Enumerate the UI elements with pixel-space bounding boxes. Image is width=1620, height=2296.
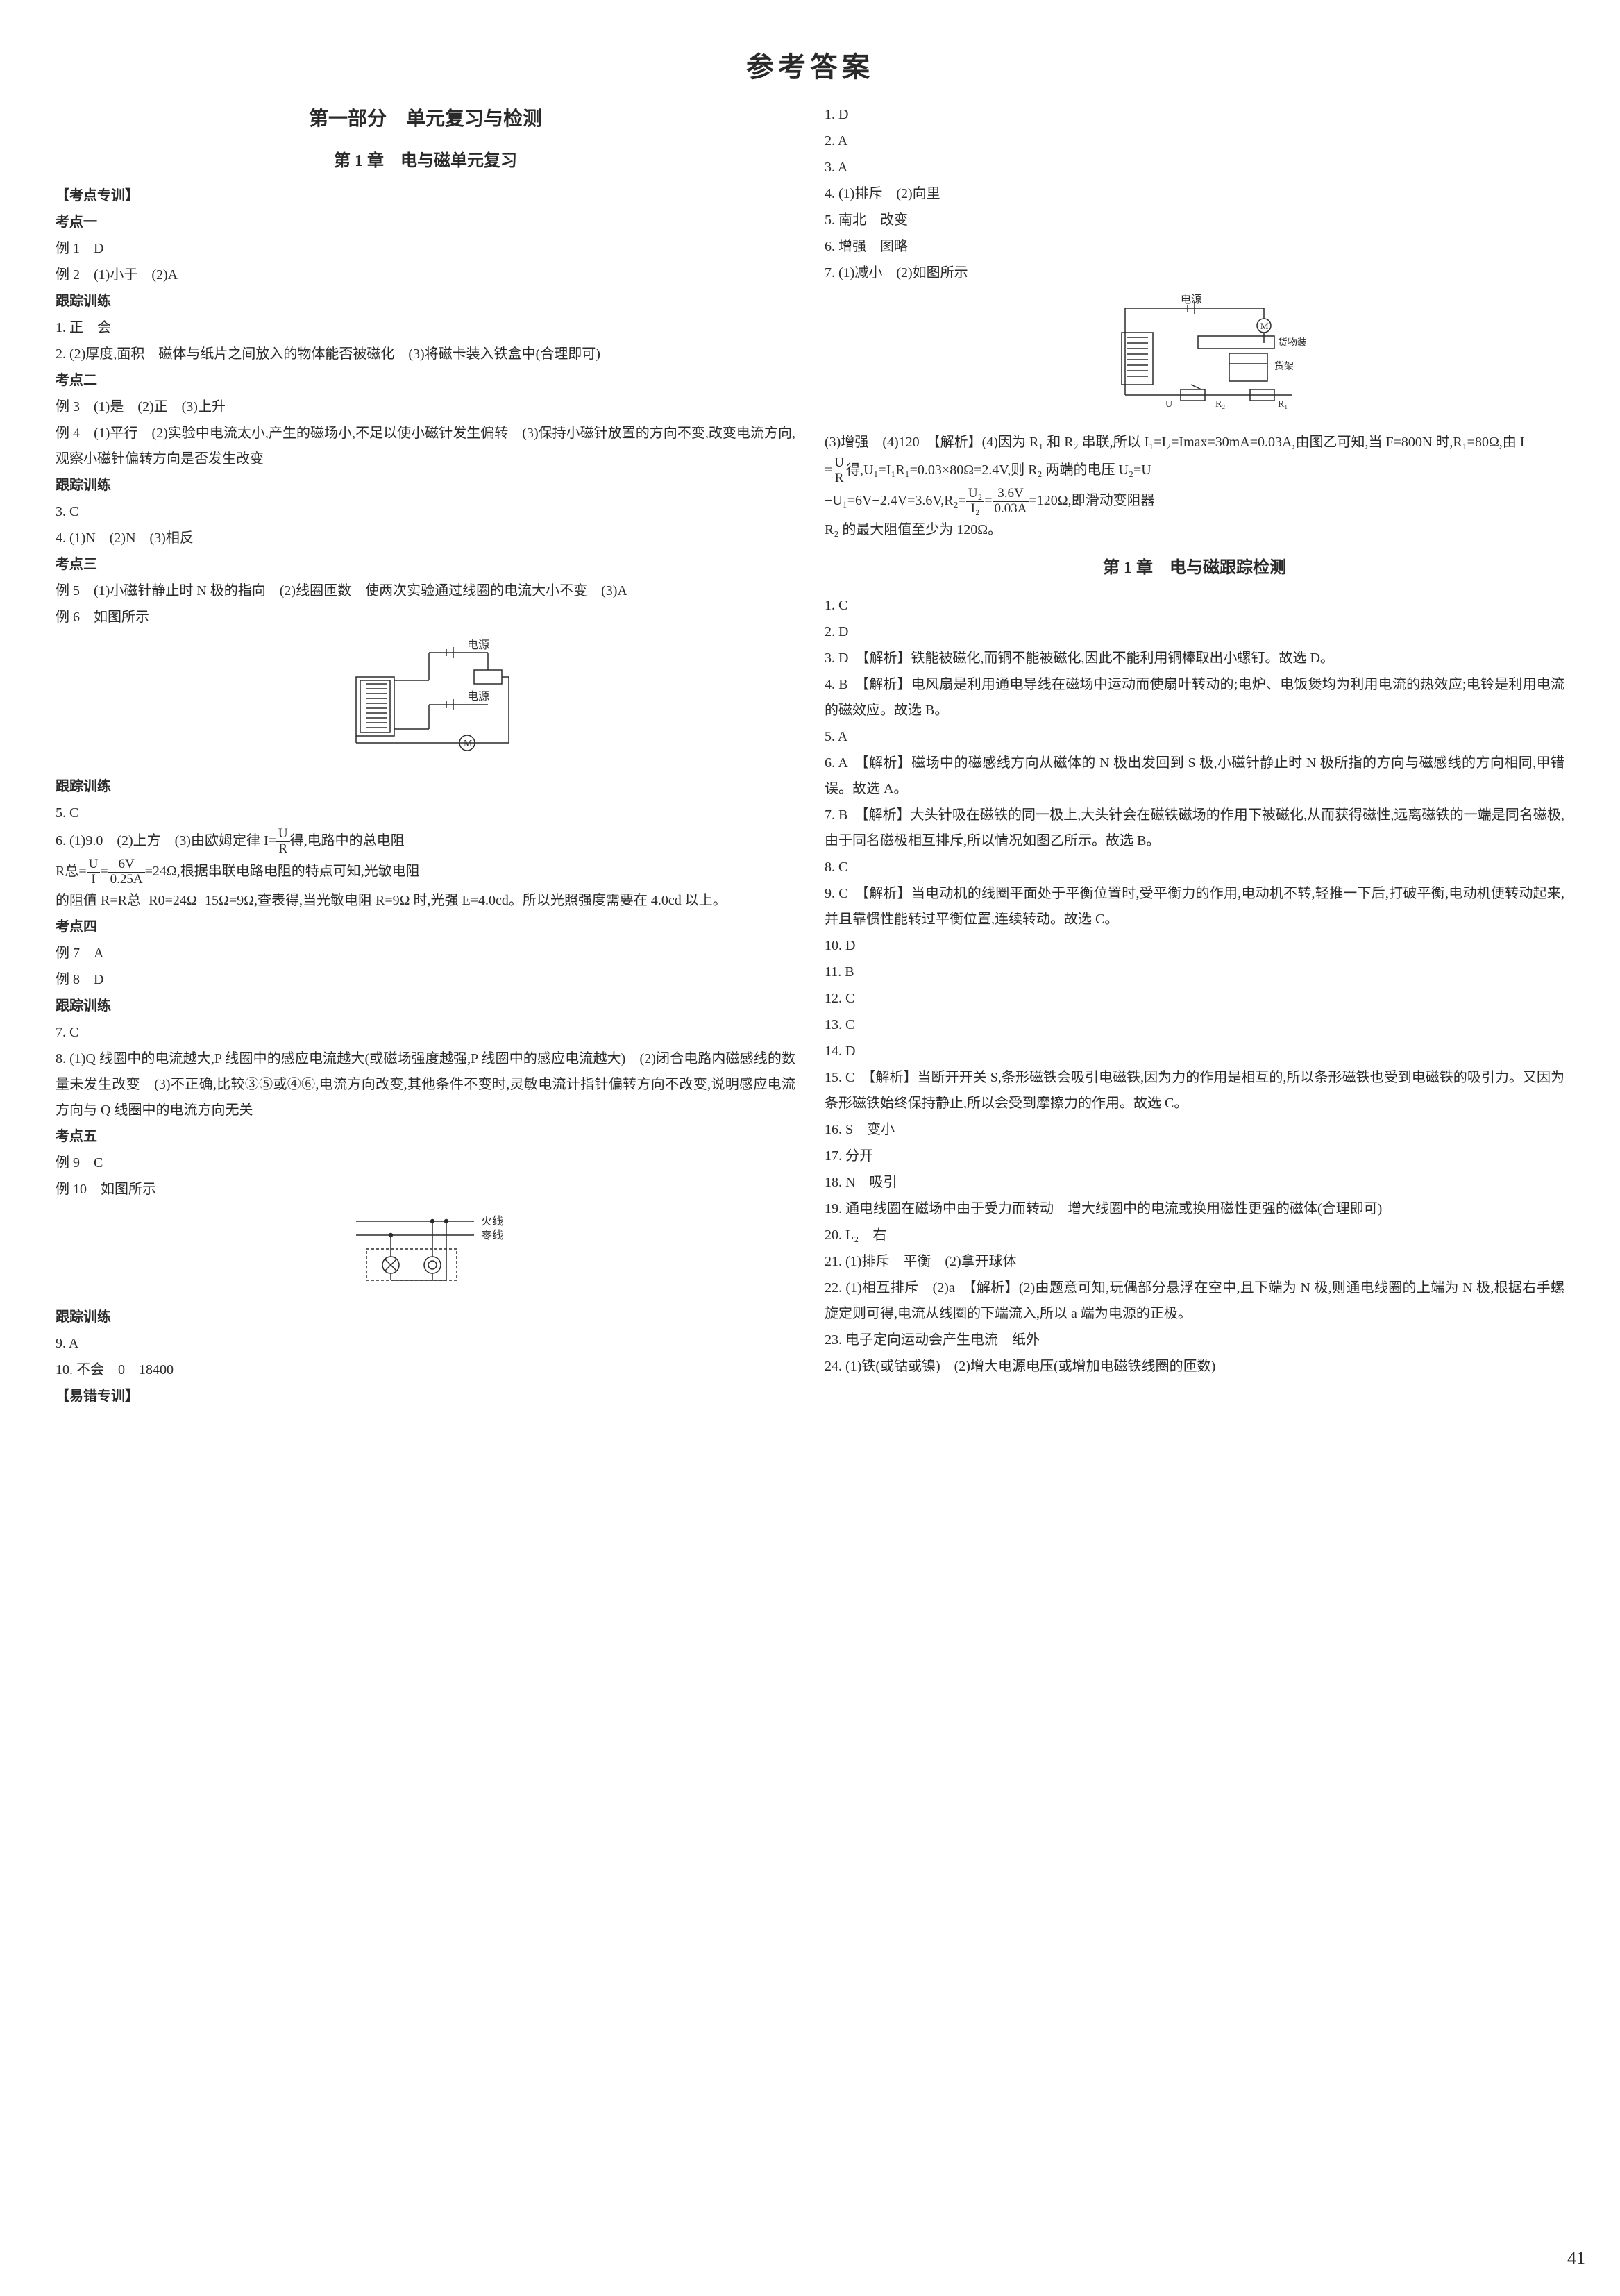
answer-line: 5. 南北 改变: [825, 208, 1564, 233]
label-loader: 货物装载机: [1278, 337, 1306, 349]
answer-line: 24. (1)铁(或钴或镍) (2)增大电源电压(或增加电磁铁线圈的匝数): [825, 1354, 1564, 1380]
answer-line: 18. N 吸引: [825, 1170, 1564, 1196]
answer-line: 2. D: [825, 619, 1564, 645]
answer-line: 例 3 (1)是 (2)正 (3)上升: [56, 394, 795, 420]
answer-line: 16. S 变小: [825, 1117, 1564, 1143]
answer-line: 23. 电子定向运动会产生电流 纸外: [825, 1327, 1564, 1353]
answer-line: 6. (1)9.0 (2)上方 (3)由欧姆定律 I=UR得,电路中的总电阻: [56, 827, 795, 857]
answer-line: 7. (1)减小 (2)如图所示: [825, 260, 1564, 286]
answer-line: 例 2 (1)小于 (2)A: [56, 262, 795, 288]
answer-line: 20. L₂ 右: [825, 1223, 1564, 1248]
answer-line: −U₁=6V−2.4V=3.6V,R₂=U₂I₂=3.6V0.03A=120Ω,…: [825, 487, 1564, 517]
answer-line: 2. (2)厚度,面积 磁体与纸片之间放入的物体能否被磁化 (3)将磁卡装入铁盒…: [56, 342, 795, 367]
answer-line: 1. D: [825, 102, 1564, 128]
answer-line: 5. A: [825, 724, 1564, 750]
answer-line: 4. (1)排斥 (2)向里: [825, 181, 1564, 207]
answer-line: 13. C: [825, 1012, 1564, 1038]
circuit-diagram-1: 电源 电源: [56, 639, 795, 766]
heading-kd2: 考点二: [56, 368, 795, 394]
answer-line: 9. C 【解析】当电动机的线圈平面处于平衡位置时,受平衡力的作用,电动机不转,…: [825, 881, 1564, 932]
page-number: 41: [1567, 2242, 1585, 2275]
heading-kdzx: 【考点专训】: [56, 183, 795, 209]
answer-line: (3)增强 (4)120 【解析】(4)因为 R₁ 和 R₂ 串联,所以 I₁=…: [825, 430, 1564, 455]
answer-line: 17. 分开: [825, 1143, 1564, 1169]
label-power: 电源: [467, 690, 489, 703]
svg-text:R₂: R₂: [1215, 399, 1225, 410]
answer-line: 例 7 A: [56, 941, 795, 966]
answer-line: 例 5 (1)小磁针静止时 N 极的指向 (2)线圈匝数 使两次实验通过线圈的电…: [56, 578, 795, 604]
answer-line: 例 4 (1)平行 (2)实验中电流太小,产生的磁场小,不足以使小磁针发生偏转 …: [56, 421, 795, 472]
answer-line: 3. A: [825, 155, 1564, 181]
heading-kd1: 考点一: [56, 210, 795, 235]
answer-line: 6. A 【解析】磁场中的磁感线方向从磁体的 N 极出发回到 S 极,小磁针静止…: [825, 751, 1564, 802]
label-shelf: 货架: [1274, 360, 1294, 372]
heading-gzxl: 跟踪训练: [56, 289, 795, 315]
circuit-diagram-2: 火线 零线: [56, 1211, 795, 1296]
answer-line: 22. (1)相互排斥 (2)a 【解析】(2)由题意可知,玩偶部分悬浮在空中,…: [825, 1275, 1564, 1327]
answer-line: 5. C: [56, 801, 795, 826]
label-power: 电源: [1181, 294, 1201, 305]
answer-line: =UR得,U₁=I₁R₁=0.03×80Ω=2.4V,则 R₂ 两端的电压 U₂…: [825, 456, 1564, 486]
answer-line: 1. 正 会: [56, 315, 795, 341]
heading-kd4: 考点四: [56, 914, 795, 940]
part-title: 第一部分 单元复习与检测: [56, 101, 795, 137]
answer-line: 10. D: [825, 933, 1564, 959]
answer-line: 8. (1)Q 线圈中的电流越大,P 线圈中的感应电流越大(或磁场强度越强,P …: [56, 1046, 795, 1123]
answer-line: 例 1 D: [56, 236, 795, 262]
answer-line: 3. C: [56, 499, 795, 525]
answer-line: 1. C: [825, 593, 1564, 619]
svg-text:R₁: R₁: [1278, 399, 1288, 410]
answer-line: 7. B 【解析】大头针吸在磁铁的同一极上,大头针会在磁铁磁场的作用下被磁化,从…: [825, 803, 1564, 854]
answer-line: 的阻值 R=R总−R0=24Ω−15Ω=9Ω,查表得,当光敏电阻 R=9Ω 时,…: [56, 888, 795, 914]
answer-line: 7. C: [56, 1020, 795, 1046]
answer-line: R总=UI=6V0.25A=24Ω,根据串联电路电阻的特点可知,光敏电阻: [56, 857, 795, 887]
answer-line: 例 8 D: [56, 967, 795, 993]
answer-line: 3. D 【解析】铁能被磁化,而铜不能被磁化,因此不能利用铜棒取出小螺钉。故选 …: [825, 646, 1564, 671]
answer-line: 19. 通电线圈在磁场中由于受力而转动 增大线圈中的电流或换用磁性更强的磁体(合…: [825, 1196, 1564, 1222]
answer-line: 4. (1)N (2)N (3)相反: [56, 526, 795, 551]
answer-line: R₂ 的最大阻值至少为 120Ω。: [825, 517, 1564, 543]
chapter-title: 第 1 章 电与磁单元复习: [56, 146, 795, 176]
answer-line: 9. A: [56, 1331, 795, 1357]
answer-line: 例 6 如图所示: [56, 605, 795, 630]
svg-text:U: U: [1165, 399, 1172, 410]
page-title: 参考答案: [56, 42, 1564, 93]
answer-line: 例 9 C: [56, 1150, 795, 1176]
heading-yczx: 【易错专训】: [56, 1384, 795, 1409]
answer-line: 11. B: [825, 960, 1564, 985]
heading-gzxl: 跟踪训练: [56, 994, 795, 1019]
circuit-diagram-3: 电源 M 货物装载机 货架: [825, 294, 1564, 421]
heading-gzxl: 跟踪训练: [56, 473, 795, 498]
answer-line: 8. C: [825, 855, 1564, 880]
svg-text:M: M: [1260, 321, 1269, 331]
answer-line: 2. A: [825, 128, 1564, 154]
label-power: 电源: [467, 639, 489, 651]
answer-line: 例 10 如图所示: [56, 1177, 795, 1203]
content-columns: 第一部分 单元复习与检测 第 1 章 电与磁单元复习 【考点专训】 考点一 例 …: [56, 101, 1564, 1410]
answer-line: 12. C: [825, 986, 1564, 1012]
svg-text:M: M: [464, 739, 473, 749]
answer-line: 6. 增强 图略: [825, 234, 1564, 260]
section-title: 第 1 章 电与磁跟踪检测: [825, 553, 1564, 583]
label-zero: 零线: [481, 1229, 503, 1241]
right-column: 1. D 2. A 3. A 4. (1)排斥 (2)向里 5. 南北 改变 6…: [825, 101, 1564, 1410]
answer-line: 4. B 【解析】电风扇是利用通电导线在磁场中运动而使扇叶转动的;电炉、电饭煲均…: [825, 672, 1564, 723]
heading-gzxl: 跟踪训练: [56, 774, 795, 800]
label-fire: 火线: [481, 1215, 503, 1227]
left-column: 第一部分 单元复习与检测 第 1 章 电与磁单元复习 【考点专训】 考点一 例 …: [56, 101, 795, 1410]
heading-gzxl: 跟踪训练: [56, 1305, 795, 1330]
heading-kd3: 考点三: [56, 552, 795, 578]
answer-line: 15. C 【解析】当断开开关 S,条形磁铁会吸引电磁铁,因为力的作用是相互的,…: [825, 1065, 1564, 1116]
answer-line: 14. D: [825, 1039, 1564, 1064]
answer-line: 10. 不会 0 18400: [56, 1357, 795, 1383]
answer-line: 21. (1)排斥 平衡 (2)拿开球体: [825, 1249, 1564, 1275]
heading-kd5: 考点五: [56, 1124, 795, 1150]
